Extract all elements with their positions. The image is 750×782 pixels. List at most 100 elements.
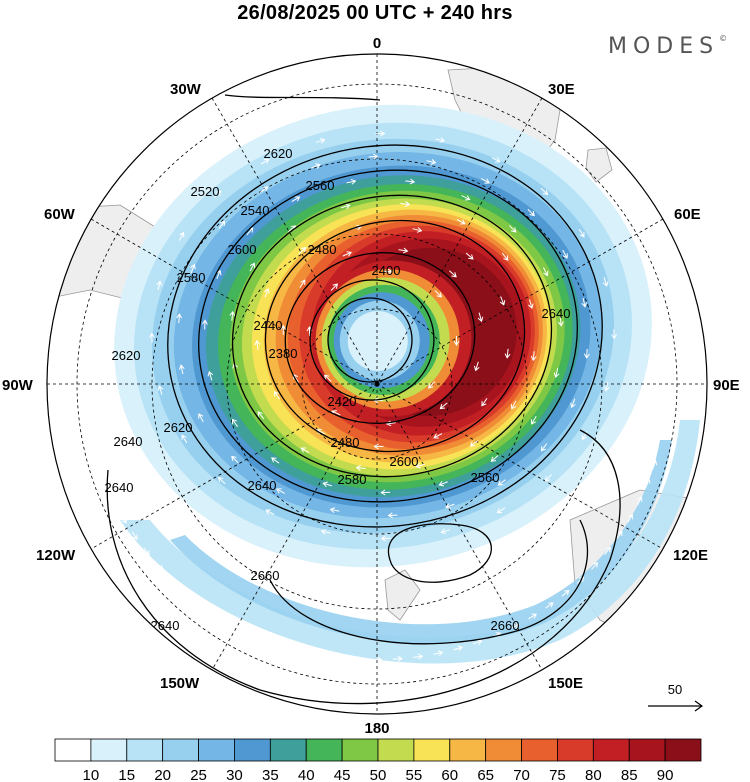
wind-arrow: [169, 576, 178, 585]
wind-arrow: [351, 656, 362, 662]
wind-arrow: [415, 462, 425, 469]
wind-arrow: [427, 381, 436, 389]
wind-arrow: [433, 650, 444, 657]
wind-arrow: [385, 420, 396, 427]
contour-label: 2600: [228, 242, 257, 257]
contour-label: 2660: [491, 618, 520, 633]
wind-arrow: [260, 186, 269, 193]
contour-2640: [106, 429, 621, 705]
wind-arrow: [438, 480, 448, 487]
contour-label: 2580: [338, 472, 367, 487]
wind-arrow: [272, 640, 282, 646]
wind-arrow: [330, 283, 339, 291]
contour-2480: [264, 219, 526, 453]
wind-arrow: [368, 153, 379, 160]
colorbar-cell: [162, 738, 199, 762]
wind-arrow: [373, 443, 384, 450]
height-contours: [106, 94, 621, 705]
wind-arrow: [249, 262, 256, 272]
colorbar-cell: [305, 738, 343, 762]
brand-logo: MODES©: [608, 34, 727, 59]
wind-arrow: [264, 287, 270, 298]
wind-arrow: [300, 447, 310, 454]
contour-label: 2560: [306, 178, 335, 193]
wind-arrow: [553, 368, 560, 379]
contour-labels: 2620 2560 2480 2400 2580 2600 2540 2520 2440 2380…: [105, 146, 571, 633]
polar-wind-map: 2620 2560 2480 2400 2580 2600 2540 2520 2440 2380…: [2, 35, 740, 735]
wind-arrow: [218, 220, 226, 229]
wind-arrow: [375, 130, 386, 137]
brand-mark: ©: [719, 34, 728, 43]
wind-arrow: [265, 509, 275, 515]
contour-2620: [167, 144, 603, 528]
colorbar-cell: [234, 738, 271, 762]
colorbar-tick-label: 60: [441, 767, 458, 782]
contour-label: 2640: [114, 434, 143, 449]
contour-label: 2640: [151, 618, 180, 633]
wind-arrow: [329, 507, 340, 514]
wind-arrow: [198, 413, 204, 423]
wind-arrow: [581, 297, 588, 308]
wind-arrow: [496, 507, 506, 514]
colorbar-tick-label: 45: [334, 767, 351, 782]
lon-label-120w: 120W: [36, 547, 76, 564]
wind-arrow: [591, 562, 599, 570]
wind-arrow: [200, 602, 209, 610]
wind-arrow: [602, 277, 609, 287]
wind-arrow: [570, 398, 576, 409]
wind-arrow: [445, 503, 455, 509]
wind-arrow: [156, 280, 163, 291]
wind-arrow: [311, 650, 322, 657]
lon-label-30e: 30E: [548, 81, 575, 98]
colorbar-cell: [341, 738, 379, 762]
colorbar-cell: [557, 738, 594, 762]
wind-arrow: [557, 316, 564, 327]
colorbar-cells: [54, 738, 702, 762]
land-newzealand: [384, 569, 421, 621]
wind-arrow: [207, 370, 214, 381]
colorbar-cell: [90, 738, 128, 762]
wind-arrow: [510, 623, 520, 629]
wind-arrow: [253, 632, 263, 639]
colorbar-tick-label: 90: [657, 767, 674, 782]
wind-arrow: [276, 488, 286, 494]
wind-arrow: [490, 455, 499, 462]
wind-arrow: [157, 385, 164, 395]
wind-arrow: [184, 590, 193, 598]
contour-2400: [309, 279, 435, 401]
contour-2640-edge: [224, 94, 381, 101]
wind-arrow: [413, 653, 424, 660]
wind-arrow: [217, 476, 226, 485]
colorbar-cell: [198, 738, 235, 762]
contour-label: 2380: [269, 346, 298, 361]
contour-label: 2480: [331, 435, 360, 450]
wind-arrow: [273, 390, 281, 400]
wind-arrow: [645, 478, 651, 488]
colorbar-cell: [126, 738, 164, 762]
wind-arrow: [531, 415, 537, 425]
lon-label-0: 0: [373, 35, 381, 52]
reference-vector-label: 50: [668, 682, 682, 697]
wind-arrow: [456, 218, 466, 225]
wind-arrow: [497, 479, 506, 486]
contour-label: 2400: [372, 263, 401, 278]
contour-2580: [198, 169, 578, 503]
wind-arrow: [231, 455, 239, 464]
wind-arrow: [544, 474, 552, 482]
wind-arrow: [342, 251, 352, 257]
wind-arrow: [472, 639, 483, 645]
colorbar-tick-label: 65: [477, 767, 494, 782]
contour-2660-outer: [269, 519, 589, 645]
wind-arrow: [280, 324, 287, 335]
wind-arrow: [651, 459, 658, 470]
wind-arrow: [217, 613, 227, 620]
wind-arrow: [473, 361, 480, 372]
lon-label-60w: 60W: [44, 206, 76, 223]
colorbar-cell: [413, 738, 451, 762]
wind-arrow: [435, 137, 446, 143]
wind-arrow: [346, 178, 357, 185]
wind-arrow: [611, 329, 617, 340]
contour-label: 2660: [251, 568, 280, 583]
wind-arrow: [387, 512, 398, 519]
wind-arrow: [501, 252, 509, 261]
